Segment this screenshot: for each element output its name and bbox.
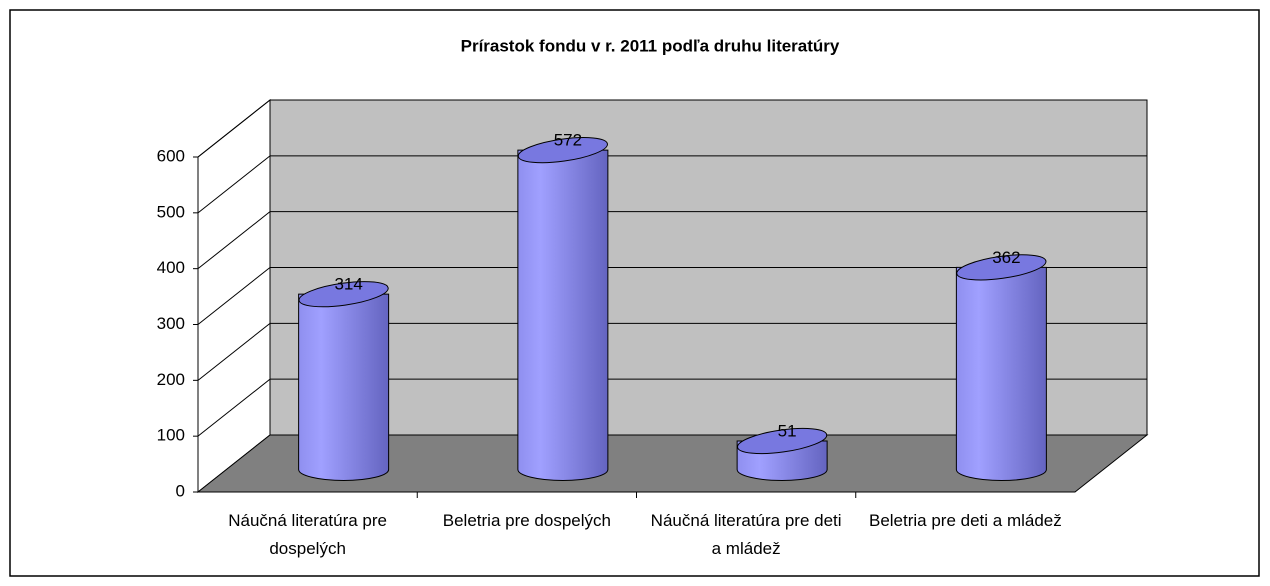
cylinder-top	[956, 254, 1047, 281]
cylinder-body	[298, 293, 390, 481]
data-label: 314	[334, 275, 362, 294]
data-label: 51	[778, 422, 797, 441]
grid-line	[197, 211, 271, 270]
cylinder-body	[955, 266, 1047, 482]
y-tick-label: 600	[157, 146, 185, 165]
x-tick-label: Náučná literatúra pre dospelých	[228, 511, 387, 558]
cylinder-top	[737, 427, 828, 455]
grid-line	[197, 322, 271, 381]
cylinder-top	[298, 281, 389, 308]
y-tick-label: 0	[176, 481, 185, 500]
x-tick-label: Beletria pre deti a mládež	[868, 511, 1062, 530]
y-tick-label: 300	[157, 314, 185, 333]
y-tick-label: 200	[157, 370, 185, 389]
y-tick-label: 400	[157, 258, 185, 277]
grid-line	[197, 267, 271, 325]
grid-line	[197, 155, 271, 214]
cylinder-top	[517, 137, 608, 164]
y-tick-label: 500	[157, 202, 185, 221]
data-label: 362	[992, 248, 1020, 267]
y-tick-label: 100	[157, 426, 185, 445]
data-label: 572	[554, 131, 582, 150]
grid-line	[197, 378, 271, 437]
x-tick-label: Beletria pre dospelých	[442, 511, 611, 530]
grid-line	[197, 99, 271, 158]
chart-title: Prírastok fondu v r. 2011 podľa druhu li…	[461, 36, 840, 55]
x-tick-label: Náučná literatúra pre deti a mládež	[650, 511, 842, 558]
cylinder-body	[517, 149, 609, 481]
